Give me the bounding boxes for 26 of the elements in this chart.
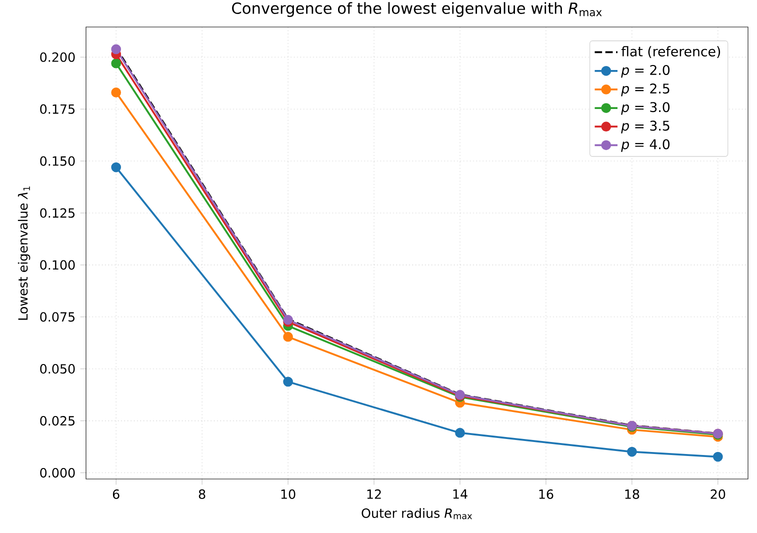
chart-title: Convergence of the lowest eigenvalue with R$_{max}$	[232, 2, 602, 17]
legend-label: flat (reference)	[621, 46, 720, 58]
legend-label: p = 4.0	[621, 139, 670, 152]
y-tick-label: 0.000	[40, 468, 75, 478]
x-tick-label: 16	[539, 489, 554, 499]
x-tick-label: 14	[453, 489, 468, 499]
legend-label: p = 2.0	[621, 64, 670, 78]
y-tick-label: 0.025	[40, 416, 74, 426]
x-tick-label: 12	[367, 489, 381, 499]
legend-label: p = 3.5	[621, 120, 670, 134]
x-tick-label: 18	[625, 489, 640, 499]
y-tick-label: 0.125	[40, 208, 74, 218]
y-tick-label: 0.175	[40, 104, 74, 114]
y-tick-label: 0.100	[40, 260, 75, 270]
legend-label: p = 3.0	[621, 102, 670, 115]
x-axis-title: Outer radius R$_{max}$	[362, 508, 472, 520]
y-tick-label: 0.075	[40, 312, 74, 322]
legend-label: p = 2.5	[621, 84, 670, 96]
y-tick-label: 0.200	[40, 52, 75, 62]
x-tick-label: 8	[198, 489, 206, 499]
x-tick-label: 10	[281, 489, 296, 499]
x-tick-label: 6	[112, 489, 120, 499]
y-axis-title: Lowest eigenvalue λ$_{1}$	[18, 186, 30, 320]
y-tick-label: 0.150	[40, 156, 75, 166]
x-tick-label: 20	[710, 489, 726, 499]
y-tick-label: 0.050	[40, 364, 75, 374]
